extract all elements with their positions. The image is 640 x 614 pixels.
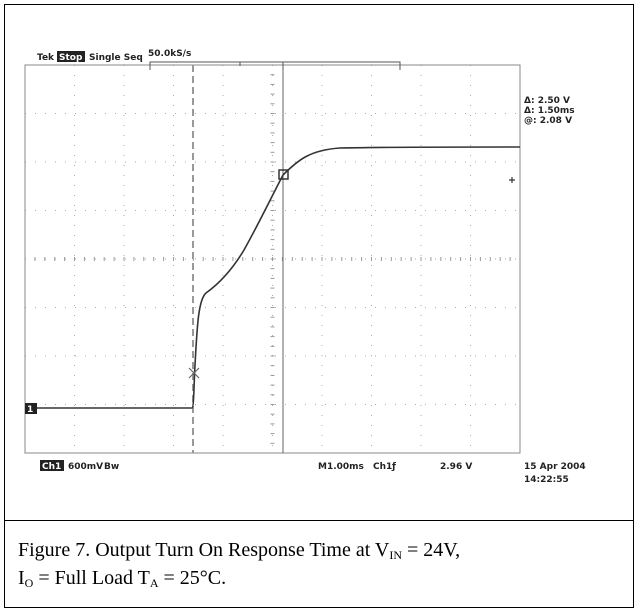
caption: Figure 7. Output Turn On Response Time a… [18, 536, 628, 592]
ground-marker: 1 [27, 405, 33, 415]
caption-text: = 25°C. [158, 567, 227, 589]
caption-text: = 24V, [402, 539, 461, 561]
waveform [25, 146, 521, 409]
caption-subscript: O [24, 576, 34, 590]
record-bracket [149, 61, 401, 70]
time: 14:22:55 [524, 475, 569, 485]
channel-box [40, 460, 64, 471]
graticule [24, 64, 521, 454]
caption-text: = Full Load T [33, 567, 150, 589]
trigger-slope: ƒ [391, 462, 396, 472]
figure-frame [4, 4, 634, 608]
date: 15 Apr 2004 [524, 462, 586, 472]
scale: 600mV [68, 462, 103, 472]
timebase: M1.00ms [318, 462, 364, 472]
brand: Tek [37, 53, 55, 63]
graticule-border [24, 64, 521, 454]
sample-rate: 50.0kS/s [148, 49, 191, 59]
bandwidth: Bw [104, 462, 119, 472]
cursor-marker-box [278, 169, 289, 180]
state: Stop [59, 53, 83, 63]
cursor-marker-x [188, 367, 200, 379]
trigger-level: 2.96 V [440, 462, 472, 472]
ground-marker-box [25, 403, 37, 414]
caption-separator [4, 520, 634, 521]
trigger-level-marker [509, 177, 515, 183]
readout: Δ: 1.50ms [524, 106, 575, 116]
scope-screen: Tek Stop Single Seq 50.0kS/s Δ: 2.50 V Δ… [24, 49, 586, 485]
caption-text: Figure 7. Output Turn On Response Time a… [18, 539, 390, 561]
trigger-source: Ch1 [373, 462, 392, 472]
caption-text: I [18, 567, 25, 589]
caption-subscript: IN [389, 548, 403, 562]
readout: @: 2.08 V [524, 116, 572, 126]
readout: Δ: 2.50 V [524, 96, 570, 106]
state-box [57, 51, 85, 62]
channel: Ch1 [42, 462, 61, 472]
caption-subscript: A [149, 576, 159, 590]
mode: Single Seq [89, 53, 143, 63]
